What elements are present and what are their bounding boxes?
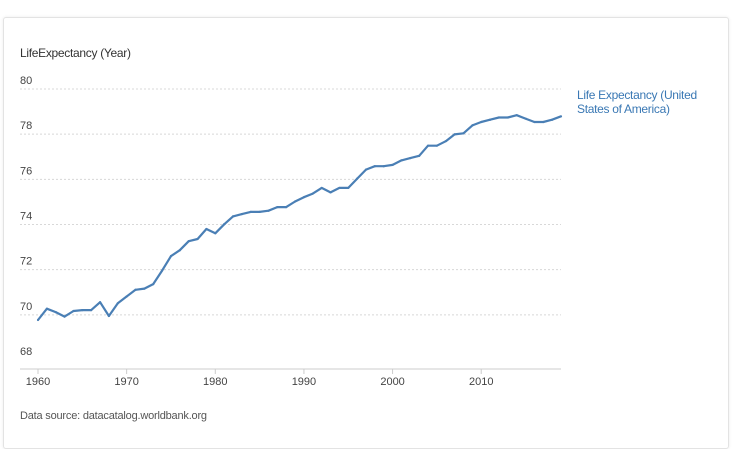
y-axis-label: LifeExpectancy (Year)	[20, 46, 131, 60]
data-point	[400, 159, 403, 162]
data-point	[54, 311, 57, 314]
data-point	[116, 302, 119, 305]
data-point	[187, 240, 190, 243]
data-point	[444, 140, 447, 143]
data-point	[302, 196, 306, 199]
data-point	[240, 213, 243, 216]
data-point	[231, 215, 235, 218]
data-point	[169, 255, 173, 258]
data-point	[45, 307, 48, 310]
y-tick-label: 74	[20, 211, 32, 223]
data-point	[214, 232, 217, 235]
data-point	[480, 120, 483, 124]
data-point	[36, 318, 40, 322]
y-tick-label: 78	[20, 120, 32, 132]
data-point	[311, 192, 314, 195]
data-point	[178, 249, 181, 252]
data-point	[382, 165, 385, 168]
data-source: Data source: datacatalog.worldbank.org	[20, 410, 207, 422]
data-point	[249, 210, 252, 213]
data-point	[435, 144, 438, 147]
data-point	[223, 223, 226, 226]
data-point	[161, 269, 164, 272]
data-point	[356, 177, 359, 180]
x-tick-label: 1990	[292, 376, 316, 388]
data-point	[293, 200, 297, 203]
data-point	[98, 301, 102, 304]
data-point	[267, 209, 270, 212]
data-point	[107, 314, 111, 318]
series-line	[37, 114, 562, 321]
data-point	[559, 115, 563, 118]
x-tick-label: 1980	[203, 376, 227, 388]
data-point	[533, 120, 536, 124]
data-point	[497, 116, 501, 119]
data-point	[506, 116, 509, 119]
data-point	[551, 118, 554, 121]
legend-entry[interactable]: Life Expectancy (United States of Americ…	[577, 88, 697, 116]
data-point	[63, 315, 66, 318]
data-point	[143, 287, 146, 290]
data-point	[426, 144, 430, 147]
data-point	[320, 186, 323, 190]
data-point	[134, 288, 137, 291]
data-point	[542, 120, 545, 124]
data-point	[152, 283, 155, 286]
y-tick-label: 70	[20, 301, 32, 313]
data-point	[196, 237, 199, 241]
data-point	[524, 117, 527, 120]
data-point	[90, 308, 93, 312]
data-point	[258, 210, 261, 213]
data-point	[462, 132, 465, 135]
x-tick-label: 1960	[26, 376, 50, 388]
y-tick-label: 68	[20, 346, 32, 358]
data-point	[515, 114, 518, 117]
x-tick-label: 2000	[380, 376, 404, 388]
data-point	[285, 206, 288, 209]
data-point	[373, 165, 376, 168]
data-point	[276, 206, 279, 209]
x-tick-label: 1970	[114, 376, 138, 388]
data-point	[329, 191, 332, 194]
data-point	[488, 118, 492, 121]
y-tick-label: 72	[20, 256, 32, 268]
data-point	[205, 227, 208, 231]
data-point	[409, 157, 412, 160]
data-point	[471, 124, 474, 127]
data-point	[453, 133, 456, 136]
data-point	[347, 186, 350, 190]
data-point	[364, 168, 368, 171]
line-chart: 68 70 72 74 76 78 80 1960 1970 1980 1990 2000 2010	[20, 75, 563, 388]
data-point	[125, 295, 128, 298]
data-point	[81, 308, 84, 312]
data-point	[338, 186, 341, 190]
y-tick-label: 80	[20, 75, 32, 87]
data-point	[391, 163, 394, 166]
data-point	[72, 309, 75, 313]
y-tick-label: 76	[20, 165, 32, 177]
data-point	[418, 154, 421, 157]
x-tick-label: 2010	[469, 376, 493, 388]
